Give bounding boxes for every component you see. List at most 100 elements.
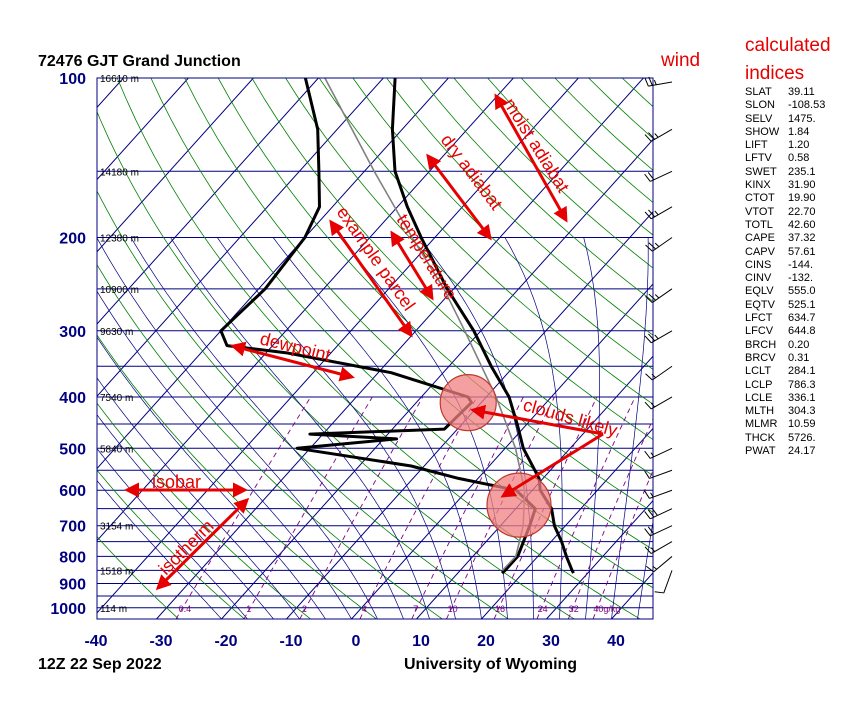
dry-adiabat-line [97, 190, 509, 619]
wind-barb [654, 570, 673, 594]
index-name: CINS [745, 258, 772, 271]
mixing-ratio-line [411, 396, 524, 619]
index-value: 22.70 [788, 205, 816, 218]
wind-barb [645, 556, 673, 573]
moist-adiabat-line [97, 237, 378, 619]
dry-adiabat-line [285, 78, 653, 440]
index-name: LCLP [745, 378, 773, 391]
height-label: 10900 m [100, 285, 139, 296]
index-value: 10.59 [788, 418, 816, 431]
temperature-tick-label: -40 [84, 633, 107, 650]
pressure-tick-label: 900 [59, 577, 86, 594]
index-name: LFCV [745, 325, 774, 338]
height-label: 9630 m [100, 327, 133, 338]
indices-table: SLAT 39.11 SLON -108.53 SELV 1475. SHOW 1.84 LIF… [745, 86, 855, 458]
index-value: 24.17 [788, 445, 816, 458]
temperature-tick-label: 40 [607, 633, 625, 650]
cloud-likely-circle [486, 472, 552, 538]
mixing-ratio-label: 2 [302, 604, 307, 614]
wind-barb [644, 330, 673, 344]
wind-barb [644, 507, 673, 520]
mixing-ratio-label: 4 [362, 604, 367, 614]
isotherm-line [97, 78, 449, 470]
temperature-profile [390, 78, 575, 574]
mixing-ratio-line [567, 417, 653, 619]
temperature-tick-label: -20 [214, 633, 237, 650]
isobar-label: isobar [152, 472, 201, 492]
moist-adiabat-line [130, 237, 404, 619]
index-row: MLMR 10.59 [745, 418, 855, 431]
dry-adiabat-line [97, 536, 179, 619]
wind-barb [644, 206, 673, 220]
moist-adiabat-line [504, 237, 563, 619]
wind-barb [644, 170, 673, 182]
index-value: 0.31 [788, 351, 810, 364]
dry-adiabat-label: dry adiabat [437, 130, 507, 213]
height-label: 3154 m [100, 522, 133, 533]
index-row: LIFT 1.20 [745, 139, 855, 152]
index-row: LFCV 644.8 [745, 325, 855, 338]
index-name: THCK [745, 431, 775, 444]
isotherm-line [97, 78, 254, 253]
temperature-tick-label: 30 [542, 633, 560, 650]
moist-adiabat-line [637, 519, 653, 619]
isotherm-line [97, 78, 579, 614]
index-value: 19.90 [788, 192, 816, 205]
index-name: SLAT [745, 86, 772, 98]
index-row: BRCV 0.31 [745, 352, 855, 365]
index-name: CAPV [745, 245, 775, 258]
pressure-tick-label: 800 [59, 549, 86, 566]
mixing-ratio-label: 10 [448, 604, 458, 614]
mixing-ratio-label: 1 [246, 604, 251, 614]
mixing-ratio-line [299, 396, 424, 619]
isotherm-line [546, 499, 653, 619]
mixing-ratio-line [359, 396, 478, 619]
mixing-ratio-label: 24 [538, 604, 548, 614]
index-name: LIFT [745, 139, 768, 152]
index-row: SWET 235.1 [745, 166, 855, 179]
moist-adiabat-label: moist adiabat [500, 95, 574, 196]
index-row: PWAT 24.17 [745, 445, 855, 458]
index-row: THCK 5726. [745, 432, 855, 445]
index-value: 1.84 [788, 125, 810, 138]
mixing-ratio-label: 7 [413, 604, 418, 614]
isotherm-line [351, 283, 653, 619]
index-name: CAPE [745, 232, 775, 245]
height-label: 12380 m [100, 233, 139, 244]
example-parcel-arrow [329, 219, 413, 338]
wind-barb [645, 288, 673, 303]
height-label: 7540 m [100, 393, 133, 404]
index-row: EQLV 555.0 [745, 285, 855, 298]
plot-frame [96, 77, 654, 620]
clouds-arrow-upper [470, 404, 604, 436]
isotherm-line [481, 427, 653, 619]
dry-adiabat-line [97, 263, 443, 619]
index-row: LFCT 634.7 [745, 312, 855, 325]
index-value: 555.0 [788, 285, 816, 298]
index-value: 525.1 [788, 298, 816, 311]
index-row: CAPE 37.32 [745, 232, 855, 245]
temperature-tick-label: 0 [352, 633, 361, 650]
index-name: MLMR [745, 418, 778, 431]
index-name: TOTL [745, 218, 773, 231]
index-value: 0.20 [788, 338, 810, 351]
index-value: 284.1 [788, 365, 816, 378]
index-value: 786.3 [788, 378, 816, 391]
dry-adiabat-line [150, 78, 653, 589]
index-name: VTOT [745, 205, 775, 218]
index-value: 0.58 [788, 152, 810, 165]
index-name: BRCV [745, 351, 776, 364]
moist-adiabat-line [272, 237, 482, 619]
index-name: CINV [745, 272, 772, 285]
isotherm-arrow [155, 497, 250, 591]
dry-adiabat-line [318, 78, 653, 405]
index-value: 31.90 [788, 179, 816, 192]
index-value: 37.32 [788, 232, 816, 245]
index-row: KINX 31.90 [745, 179, 855, 192]
moist-adiabat-line [97, 290, 352, 619]
wind-barb [644, 396, 673, 410]
mixing-ratio-line [445, 396, 555, 619]
index-name: SHOW [745, 125, 780, 138]
index-name: SLON [745, 99, 775, 112]
temperature-arrow [390, 230, 434, 301]
